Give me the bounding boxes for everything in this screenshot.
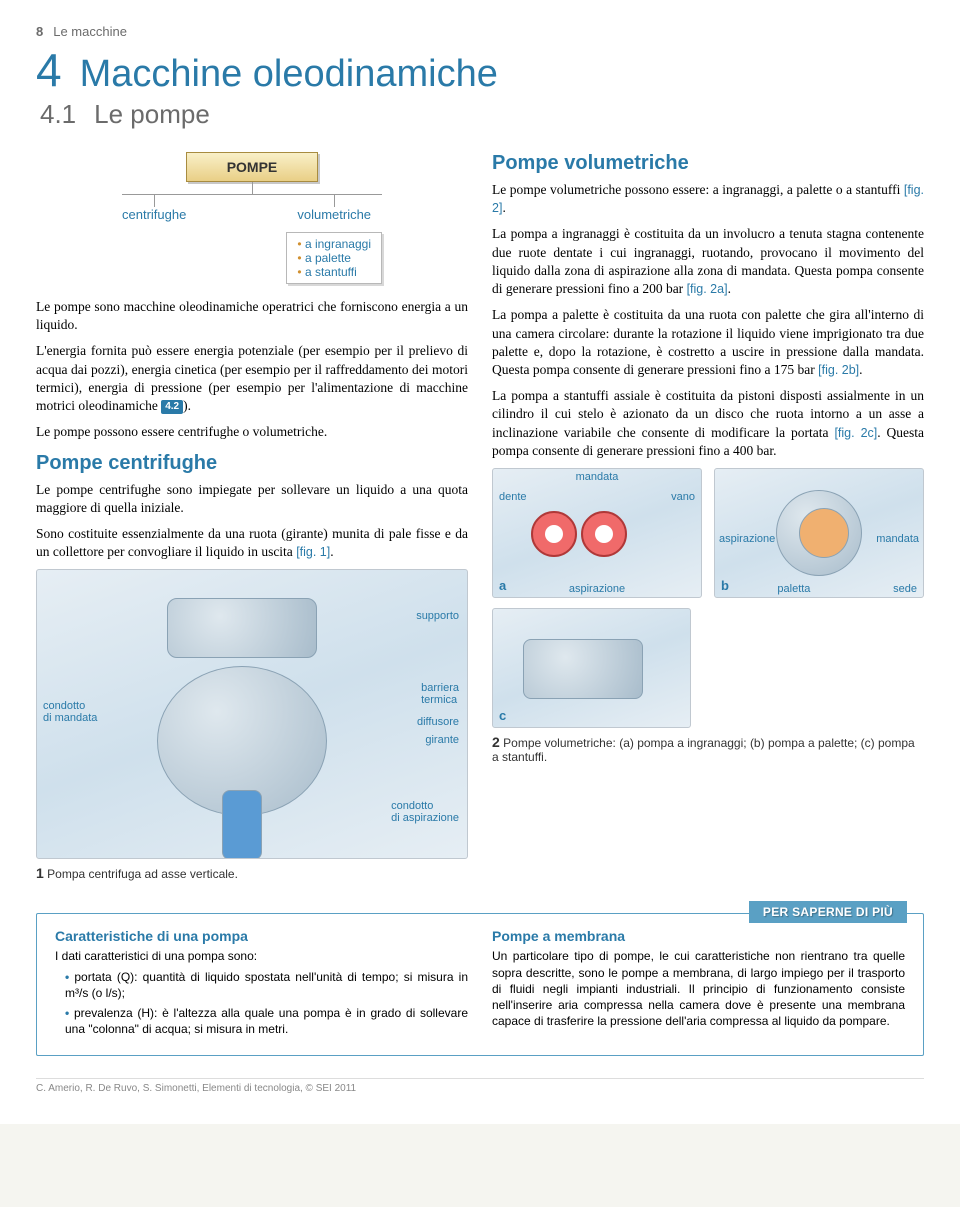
caption-text: Pompa centrifuga ad asse verticale. [47,867,238,881]
section-title: Le pompe [94,99,210,130]
two-column-body: POMPE centrifughe volumetriche a ingrana… [36,152,924,895]
page-number: 8 [36,24,43,39]
body-paragraph: La pompa a palette è costituita da una r… [492,306,924,379]
figure-1: supporto condotto di mandata barriera te… [36,569,468,859]
figure-2c: c [492,608,691,728]
body-text-span: Sono costituite essenzialmente da una ru… [36,526,468,559]
running-head-text: Le macchine [53,24,127,39]
fig-label: supporto [416,610,459,622]
fig-label: paletta [777,583,810,595]
info-box-tab: PER SAPERNE DI PIÙ [749,901,907,923]
fig-label: aspirazione [719,533,775,545]
diagram-sublist-item: a ingranaggi [297,237,371,251]
info-list-item: prevalenza (H): è l'altezza alla quale u… [65,1005,468,1037]
body-text-span: L'energia fornita può essere energia pot… [36,343,468,413]
page: 8 Le macchine 4 Macchine oleodinamiche 4… [0,0,960,1124]
fig-label: condotto di aspirazione [391,800,459,824]
section-number: 4.1 [40,99,76,130]
fig-label: vano [671,491,695,503]
chapter-title: Macchine oleodinamiche [80,53,498,96]
figure-letter: a [499,578,506,593]
right-column: Pompe volumetriche Le pompe volumetriche… [492,152,924,895]
info-left: Caratteristiche di una pompa I dati cara… [55,928,468,1041]
subhead-centrifughe: Pompe centrifughe [36,452,468,475]
body-paragraph: Le pompe centrifughe sono impiegate per … [36,481,468,517]
info-intro: I dati caratteristici di una pompa sono: [55,949,257,963]
figure-letter: c [499,708,506,723]
section-heading: 4.1 Le pompe [36,99,924,130]
diagram-sublist-item: a palette [297,251,371,265]
figure-letter: b [721,578,729,593]
fig-label: mandata [876,533,919,545]
body-paragraph: Le pompe volumetriche possono essere: a … [492,181,924,217]
figure-reference: [fig. 2b] [818,363,859,377]
caption-number: 1 [36,865,44,881]
fig-label: diffusore [417,716,459,728]
info-heading: Caratteristiche di una pompa [55,928,468,944]
body-text-span: Le pompe volumetriche possono essere: a … [492,182,904,197]
body-text-span: ). [183,398,191,413]
fig-label: girante [425,734,459,746]
chapter-number: 4 [36,43,62,97]
info-right: Pompe a membrana Un particolare tipo di … [492,928,905,1041]
diagram-leaf-centrifughe: centrifughe [122,207,186,222]
info-list-item: portata (Q): quantità di liquido spostat… [65,969,468,1001]
intro-paragraph: Le pompe sono macchine oleodinamiche ope… [36,298,468,334]
footer-credits: C. Amerio, R. De Ruvo, S. Simonetti, Ele… [36,1078,924,1094]
chapter-heading: 4 Macchine oleodinamiche [36,43,924,97]
fig-label: dente [499,491,527,503]
body-paragraph: La pompa a stantuffi assiale è costituit… [492,387,924,460]
diagram-sublist: a ingranaggi a palette a stantuffi [286,232,382,284]
fig-label: barriera termica [421,682,459,706]
fig-label: aspirazione [569,583,625,595]
body-paragraph: Le pompe possono essere centrifughe o vo… [36,423,468,441]
figure-2-row: mandata dente vano aspirazione a aspiraz… [492,468,924,598]
figure-reference: [fig. 1] [296,545,330,559]
figure-reference: [fig. 2a] [687,282,728,296]
info-heading: Pompe a membrana [492,928,905,944]
classification-diagram: POMPE centrifughe volumetriche a ingrana… [36,152,468,284]
figure-2b: aspirazione mandata paletta sede b [714,468,924,598]
crossref-badge: 4.2 [161,400,183,414]
diagram-sublist-item: a stantuffi [297,265,371,279]
fig-label: sede [893,583,917,595]
subhead-volumetriche: Pompe volumetriche [492,152,924,175]
caption-text: Pompe volumetriche: (a) pompa a ingranag… [492,736,915,764]
info-box: PER SAPERNE DI PIÙ Caratteristiche di un… [36,913,924,1056]
diagram-leaf-volumetriche: volumetriche [297,207,371,222]
caption-number: 2 [492,734,500,750]
left-column: POMPE centrifughe volumetriche a ingrana… [36,152,468,895]
body-text-span: La pompa a palette è costituita da una r… [492,307,924,377]
info-text: I dati caratteristici di una pompa sono:… [55,948,468,1037]
figure-1-caption: 1 Pompa centrifuga ad asse verticale. [36,865,468,881]
figure-reference: [fig. 2c] [834,426,877,440]
figure-2a: mandata dente vano aspirazione a [492,468,702,598]
running-head: 8 Le macchine [36,24,924,39]
diagram-root-box: POMPE [186,152,319,182]
info-text: Un particolare tipo di pompe, le cui car… [492,948,905,1029]
figure-2-caption: 2 Pompe volumetriche: (a) pompa a ingran… [492,734,924,764]
body-paragraph: La pompa a ingranaggi è costituita da un… [492,225,924,298]
body-paragraph: L'energia fornita può essere energia pot… [36,342,468,415]
body-paragraph: Sono costituite essenzialmente da una ru… [36,525,468,561]
fig-label: condotto di mandata [43,700,97,724]
fig-label: mandata [576,471,619,483]
